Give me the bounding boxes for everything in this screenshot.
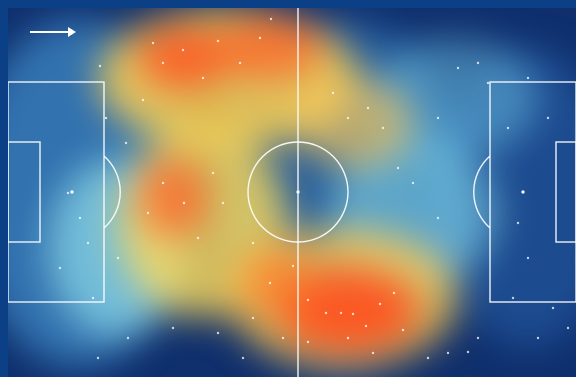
pitch (8, 8, 576, 377)
left-goal-area (8, 141, 41, 243)
arrow-right-icon (30, 27, 76, 37)
right-goal-area (555, 141, 576, 243)
event-dots (58, 17, 570, 360)
left-penalty-spot (70, 190, 74, 194)
right-penalty-area (489, 81, 576, 303)
heat-core-top-center (213, 18, 323, 78)
right-penalty-spot (521, 190, 525, 194)
heat-core-top-left (138, 28, 228, 88)
center-spot (296, 190, 300, 194)
pitch-markings (8, 8, 576, 377)
heat-core-mid-left (138, 158, 208, 238)
heat-zone-warm-right (293, 78, 413, 168)
heatmap-layer (8, 8, 576, 377)
right-penalty-arc (473, 155, 491, 229)
center-circle (247, 141, 349, 243)
pitch-overlay (8, 8, 576, 377)
left-penalty-area (8, 81, 105, 303)
heat-core-bottom-left (243, 248, 313, 318)
left-penalty-arc (103, 155, 121, 229)
